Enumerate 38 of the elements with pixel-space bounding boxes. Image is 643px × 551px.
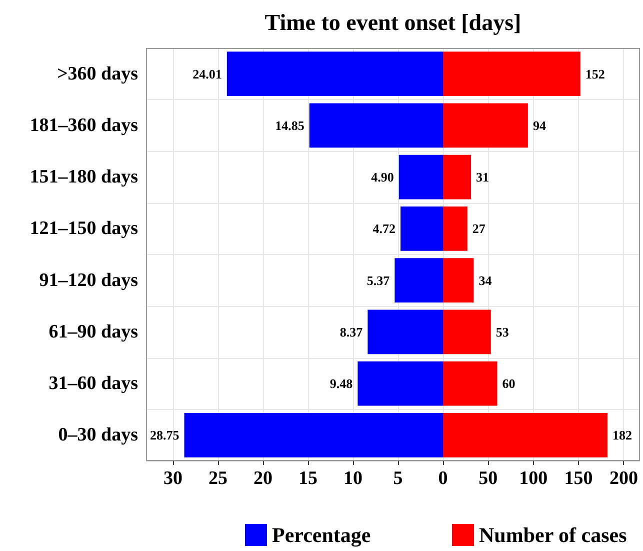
x-tick-label: 0 xyxy=(438,468,448,489)
data-label: 94 xyxy=(532,118,546,133)
data-label: 28.75 xyxy=(150,428,180,443)
data-label: 60 xyxy=(502,376,516,392)
x-tick-label: 10 xyxy=(344,468,362,489)
data-label: 5.37 xyxy=(366,272,390,288)
data-label: 8.37 xyxy=(340,324,364,340)
chart-title: Time to event onset [days] xyxy=(264,10,522,36)
y-tick-label: 181–360 days xyxy=(30,114,138,136)
y-tick-label: 91–120 days xyxy=(39,270,138,291)
y-tick-label: 61–90 days xyxy=(48,321,138,342)
data-label: 34 xyxy=(478,272,492,288)
data-label: 152 xyxy=(585,66,605,82)
x-tick-label: 25 xyxy=(208,468,228,489)
data-label: 27 xyxy=(472,221,486,236)
x-tick-label: 5 xyxy=(393,468,403,489)
data-label: 4.72 xyxy=(372,221,396,236)
data-label: 24.01 xyxy=(192,66,222,82)
data-label: 31 xyxy=(476,170,490,185)
y-tick-label: 151–180 days xyxy=(30,166,138,188)
x-tick-label: 50 xyxy=(478,468,498,489)
x-tick-label: 30 xyxy=(164,468,182,489)
y-tick-label: >360 days xyxy=(56,63,138,84)
legend-label: Percentage xyxy=(272,523,371,547)
data-label: 53 xyxy=(496,324,510,340)
y-tick-label: 0–30 days xyxy=(58,424,138,446)
x-tick-label: 20 xyxy=(254,468,272,489)
data-label: 14.85 xyxy=(275,118,305,133)
y-tick-label: 31–60 days xyxy=(48,373,138,394)
data-label: 182 xyxy=(612,428,632,443)
x-tick-label: 200 xyxy=(609,468,638,489)
data-label: 9.48 xyxy=(330,376,354,392)
data-label: 4.90 xyxy=(371,170,394,185)
x-tick-label: 150 xyxy=(564,468,593,489)
legend-label: Number of cases xyxy=(479,523,627,547)
y-tick-label: 121–150 days xyxy=(30,218,138,240)
x-tick-label: 100 xyxy=(519,468,548,489)
x-tick-label: 15 xyxy=(298,468,318,489)
